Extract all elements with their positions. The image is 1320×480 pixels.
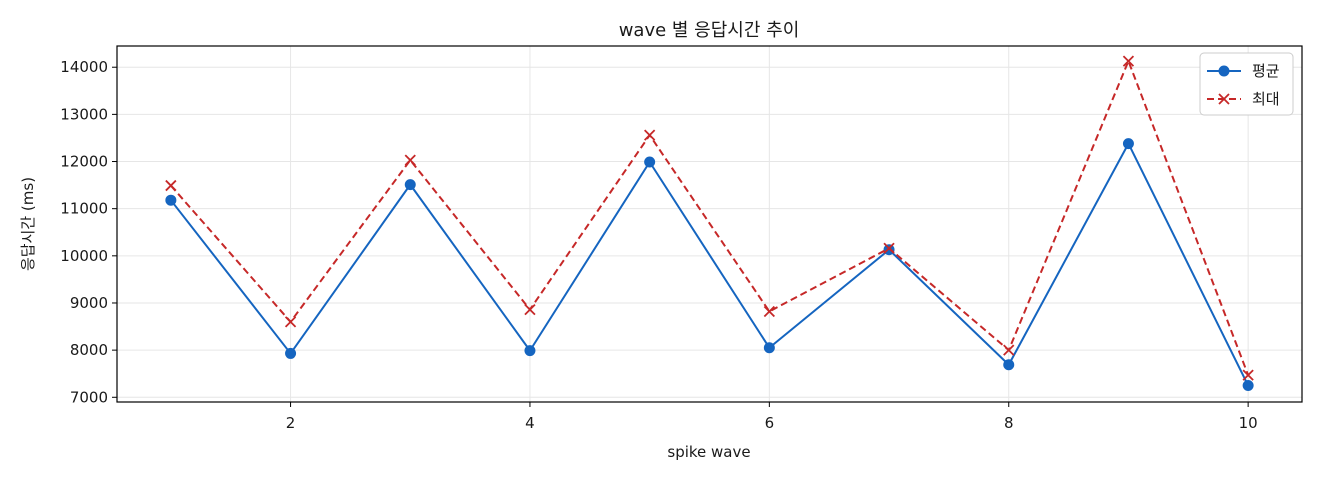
x-tick-label: 2 xyxy=(286,414,296,432)
data-point-mean xyxy=(1122,138,1134,150)
data-point-mean xyxy=(404,179,416,191)
data-point-mean xyxy=(644,156,656,168)
x-tick-label: 6 xyxy=(765,414,775,432)
series-max xyxy=(165,55,1254,381)
data-point-max xyxy=(404,154,416,166)
x-tick-label: 4 xyxy=(525,414,535,432)
data-point-max xyxy=(644,129,656,141)
data-point-max xyxy=(1122,55,1135,67)
legend-item-mean: 평균 xyxy=(1207,62,1280,80)
series-mean xyxy=(165,138,1254,391)
legend-label: 평균 xyxy=(1252,62,1280,80)
y-tick-label: 8000 xyxy=(70,341,108,359)
legend-marker xyxy=(1218,65,1230,77)
data-point-max xyxy=(1003,344,1015,356)
y-tick-label: 10000 xyxy=(60,247,108,265)
data-point-mean xyxy=(883,244,895,256)
plot-frame xyxy=(116,45,1303,403)
data-point-max xyxy=(284,316,297,328)
data-point-mean xyxy=(1003,359,1015,371)
data-point-mean xyxy=(524,345,536,357)
data-point-max xyxy=(165,179,177,192)
data-point-max xyxy=(1242,369,1254,381)
series-line-mean xyxy=(170,142,1250,386)
x-tick-label: 10 xyxy=(1239,414,1258,432)
legend-item-max: 최대 xyxy=(1207,90,1280,108)
y-axis-label: 응답시간 (ms) xyxy=(19,177,37,271)
y-tick-label: 12000 xyxy=(60,153,108,171)
data-point-max xyxy=(524,303,536,316)
data-point-mean xyxy=(285,347,297,359)
x-tick-label: 8 xyxy=(1004,414,1014,432)
y-tick-label: 13000 xyxy=(60,105,108,123)
y-tick-label: 11000 xyxy=(60,200,108,218)
legend-label: 최대 xyxy=(1252,90,1280,108)
chart-title: wave 별 응답시간 추이 xyxy=(619,20,800,41)
series-line-max xyxy=(170,60,1250,376)
data-point-mean xyxy=(763,342,775,354)
data-point-max xyxy=(883,242,895,254)
legend-marker xyxy=(1218,93,1230,105)
y-tick-label: 14000 xyxy=(60,58,108,76)
data-point-max xyxy=(763,305,775,318)
axis-ticks: 2 4 6 8 10 7000 8000 9000 10000 11000 12000 13000 14… xyxy=(60,58,1257,432)
y-tick-label: 9000 xyxy=(70,294,108,312)
y-tick-label: 7000 xyxy=(70,388,108,406)
data-point-mean xyxy=(165,194,177,206)
series-layer xyxy=(165,55,1254,391)
x-axis-label: spike wave xyxy=(667,443,750,461)
data-point-mean xyxy=(1242,379,1254,391)
